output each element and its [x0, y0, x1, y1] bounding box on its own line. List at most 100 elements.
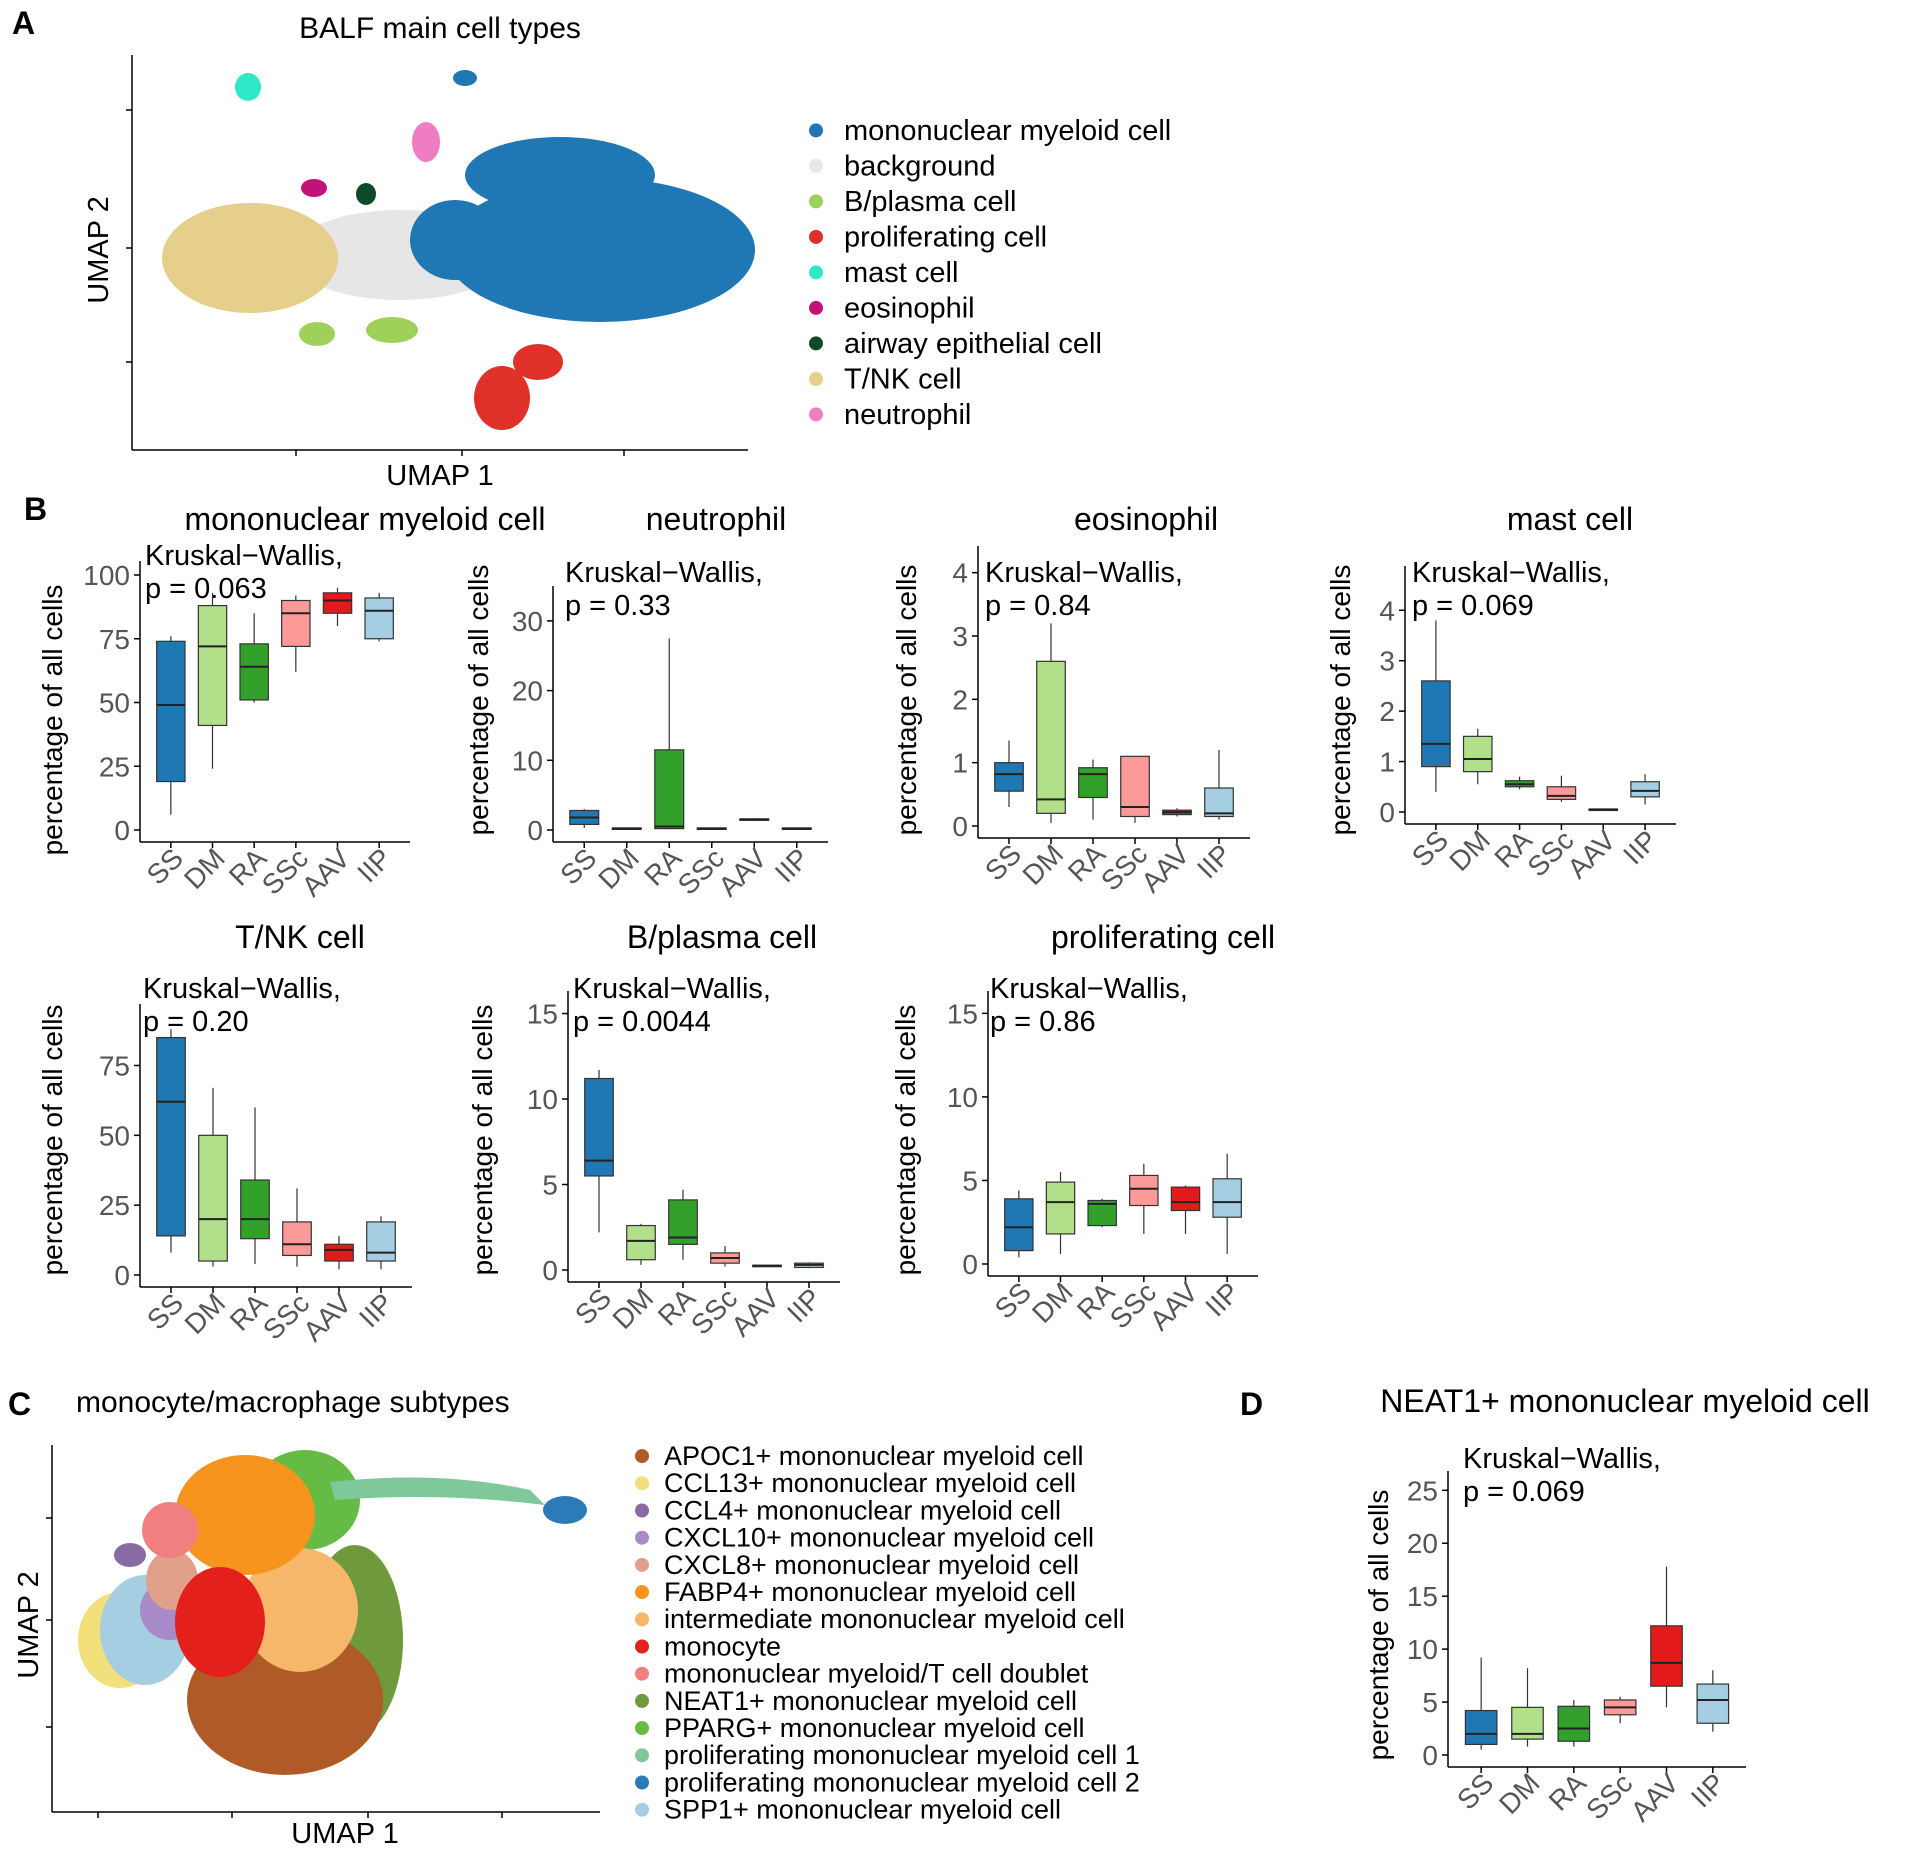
legend-c-label-6: intermediate mononuclear myeloid cell	[664, 1604, 1125, 1634]
chart1-xtick-label-DM: DM	[592, 842, 645, 895]
chart2-ytick-label-3: 3	[952, 621, 968, 652]
chart7-xtick-label-AAV: AAV	[1625, 1767, 1685, 1827]
cluster-neutrophil	[412, 122, 440, 162]
cluster-myeloid-lobe	[410, 200, 500, 280]
panel-c-clusters	[78, 1450, 587, 1775]
panel-letter-a: A	[12, 5, 35, 41]
chart0-xtick-label-AAV: AAV	[296, 842, 356, 902]
legend-c-marker-1	[635, 1476, 649, 1491]
legend-a-marker-7	[809, 371, 823, 386]
chart2-ylabel: percentage of all cells	[891, 565, 922, 836]
legend-c-marker-3	[635, 1530, 649, 1545]
chart1-ytick-label-2: 20	[512, 676, 543, 707]
chart3-box-SSc	[1546, 786, 1577, 800]
boxplot-tnk-cell: T/NK cell Kruskal−Wallis,p = 0.20 percenta…	[37, 919, 412, 1347]
chart0-ytick-label-1: 25	[99, 751, 130, 782]
chart5-xtick-label-DM: DM	[607, 1282, 660, 1335]
legend-c-marker-6	[635, 1612, 649, 1627]
chart0-ytick-label-4: 100	[83, 560, 130, 591]
legend-c-label-1: CCL13+ mononuclear myeloid cell	[664, 1468, 1076, 1498]
boxplot-bplasma-cell: B/plasma cell Kruskal−Wallis,p = 0.0044 pe…	[467, 919, 840, 1342]
panel-a-title: BALF main cell types	[299, 12, 581, 45]
chart5-stat-line2: p = 0.0044	[573, 1006, 711, 1038]
subcluster-prolif2	[543, 1496, 587, 1524]
chart6-box-SSc	[1129, 1174, 1159, 1207]
cluster-myeloid-small	[453, 70, 477, 86]
legend-c-marker-10	[635, 1721, 649, 1736]
chart0-box-DM	[197, 604, 228, 727]
chart3-ytick-label-4: 4	[1379, 595, 1395, 626]
chart2-box-SS	[994, 762, 1024, 792]
chart4-xtick-label-IIP: IIP	[353, 1287, 399, 1333]
legend-a-label-0: mononuclear myeloid cell	[844, 115, 1171, 147]
panel-a-umap: BALF main cell types UMAP 1 UMAP 2 monon…	[83, 12, 1171, 492]
chart2-ytick-label-0: 0	[952, 811, 968, 842]
chart6-ytick-label-3: 15	[947, 998, 978, 1029]
chart4-box-AAV	[324, 1243, 354, 1262]
chart5-ytick-label-0: 0	[542, 1255, 558, 1286]
legend-c-label-11: proliferating mononuclear myeloid cell 1	[664, 1740, 1140, 1770]
chart3-stat-line2: p = 0.069	[1412, 590, 1534, 622]
chart3-ytick-label-2: 2	[1379, 696, 1395, 727]
chart1-xtick-label-AAV: AAV	[712, 842, 772, 902]
chart4-xtick-label-AAV: AAV	[297, 1287, 357, 1347]
legend-a-label-1: background	[844, 151, 996, 183]
cluster-airway-epithelial	[356, 183, 376, 205]
chart5-ylabel: percentage of all cells	[467, 1005, 498, 1276]
chart0-ytick-label-0: 0	[114, 815, 130, 846]
chart0-box-RA	[239, 643, 269, 701]
chart7-box-RA	[1557, 1705, 1591, 1742]
subcluster-intermediate	[242, 1548, 358, 1672]
chart7-box-SS	[1464, 1709, 1498, 1746]
chart7-ytick-label-0: 0	[1422, 1740, 1438, 1771]
chart2-ytick-label-2: 2	[952, 684, 968, 715]
chart7-ytick-label-3: 15	[1407, 1581, 1438, 1612]
chart2-box-RA	[1078, 767, 1108, 799]
chart5-ytick-label-2: 10	[527, 1084, 558, 1115]
legend-c-label-4: CXCL8+ mononuclear myeloid cell	[664, 1550, 1079, 1580]
legend-c-label-0: APOC1+ mononuclear myeloid cell	[664, 1441, 1083, 1471]
chart7-stat-line2: p = 0.069	[1463, 1476, 1585, 1508]
legend-a-label-4: mast cell	[844, 257, 958, 289]
panel-c-title: monocyte/macrophage subtypes	[76, 1386, 510, 1419]
legend-a-label-7: T/NK cell	[844, 364, 962, 396]
subcluster-prolif1	[330, 1477, 545, 1505]
panel-letter-c: C	[8, 1386, 31, 1422]
legend-a-label-6: airway epithelial cell	[844, 328, 1102, 360]
chart6-ytick-label-2: 10	[947, 1082, 978, 1113]
chart1-ylabel: percentage of all cells	[463, 565, 494, 836]
legend-c-label-10: PPARG+ mononuclear myeloid cell	[664, 1713, 1084, 1743]
chart0-stat-line1: Kruskal−Wallis,	[145, 540, 343, 572]
legend-c-marker-9	[635, 1693, 649, 1708]
legend-c-marker-4	[635, 1557, 649, 1572]
chart2-stat-line2: p = 0.84	[985, 590, 1091, 622]
chart7-xtick-label-IIP: IIP	[1685, 1767, 1731, 1813]
cluster-myeloid-main	[445, 178, 755, 322]
chart4-box-SSc	[282, 1221, 312, 1257]
legend-a-marker-4	[809, 265, 823, 280]
legend-a-label-5: eosinophil	[844, 293, 975, 325]
panel-letter-d: D	[1240, 1386, 1263, 1422]
legend-c-marker-13	[635, 1802, 649, 1817]
chart2-stat-line1: Kruskal−Wallis,	[985, 557, 1183, 589]
chart7-xtick-label-DM: DM	[1493, 1767, 1546, 1820]
chart6-ylabel: percentage of all cells	[890, 1005, 921, 1276]
chart5-xtick-label-SS: SS	[569, 1282, 617, 1330]
chart1-ytick-label-1: 10	[512, 745, 543, 776]
subcluster-fabp4	[175, 1455, 315, 1575]
chart6-xtick-label-IIP: IIP	[1199, 1276, 1245, 1322]
chart0-box-SSc	[281, 599, 311, 648]
chart4-box-DM	[198, 1134, 228, 1262]
chart4-xtick-label-DM: DM	[179, 1287, 232, 1340]
chart3-xtick-label-AAV: AAV	[1561, 824, 1621, 884]
chart1-stat-line2: p = 0.33	[565, 590, 671, 622]
chart2-xtick-label-DM: DM	[1017, 838, 1070, 891]
chart4-box-SS	[156, 1036, 186, 1237]
chart2-ytick-label-1: 1	[952, 748, 968, 779]
chart2-title: eosinophil	[1074, 501, 1218, 537]
chart7-ytick-label-4: 20	[1407, 1528, 1438, 1559]
chart7-ytick-label-2: 10	[1407, 1634, 1438, 1665]
chart4-ytick-label-1: 25	[99, 1190, 130, 1221]
chart5-xtick-label-IIP: IIP	[781, 1282, 827, 1328]
legend-c-marker-12	[635, 1775, 649, 1790]
